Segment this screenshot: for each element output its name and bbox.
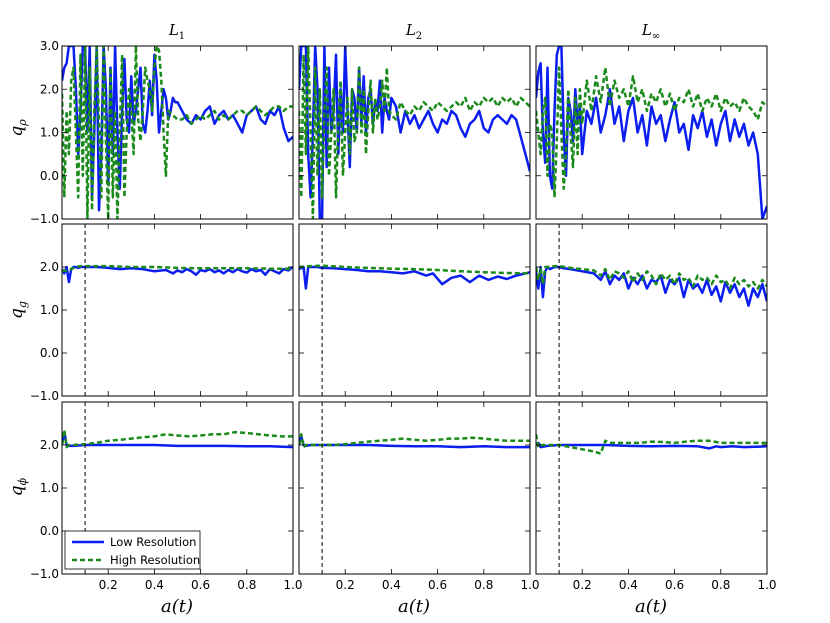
panel-frame xyxy=(61,223,294,397)
x-tick-label: 1.0 xyxy=(757,578,776,592)
series-line-low-resolution xyxy=(536,441,767,450)
x-axis-label-col2: a(t) xyxy=(398,596,430,617)
panel-q-rho-l1: −1.0 0.0 1.0 2.0 3.0 xyxy=(30,39,294,226)
series-line-high-resolution xyxy=(299,264,530,275)
series-line-low-resolution xyxy=(62,265,293,284)
x-tick-label: 0.2 xyxy=(573,578,592,592)
x-axis-label-col3: a(t) xyxy=(635,596,667,617)
plot-area xyxy=(299,46,530,219)
y-axis-label-q-phi: qϕ xyxy=(7,477,29,496)
y-tick-label: 2.0 xyxy=(40,438,59,452)
plot-area xyxy=(62,224,293,396)
column-title-linf: L∞ xyxy=(641,21,660,42)
series-line-high-resolution xyxy=(536,264,767,290)
x-tick-label: 0.8 xyxy=(237,578,256,592)
y-tick-label: 2.0 xyxy=(40,260,59,274)
legend: Low Resolution High Resolution xyxy=(64,530,201,570)
y-tick-label: 0.0 xyxy=(40,169,59,183)
x-tick-label: 0.6 xyxy=(665,578,684,592)
x-tick-label: 0.2 xyxy=(99,578,118,592)
x-tick-label: 0.8 xyxy=(711,578,730,592)
legend-label-high: High Resolution xyxy=(110,553,200,567)
plot-area xyxy=(62,46,293,219)
series-line-low-resolution xyxy=(62,46,293,212)
y-tick-label: 1.0 xyxy=(40,481,59,495)
x-tick-label: 0.6 xyxy=(191,578,210,592)
y-tick-label: 1.0 xyxy=(40,126,59,140)
column-title-l2: L2 xyxy=(405,21,422,42)
y-axis-label-q-g: qg xyxy=(7,301,29,319)
panel-frame xyxy=(298,401,531,575)
x-tick-label: 0.2 xyxy=(336,578,355,592)
panel-q-g-linf xyxy=(535,223,768,397)
x-tick-label: 1.0 xyxy=(283,578,302,592)
panel-frame xyxy=(535,223,768,397)
series-line-high-resolution xyxy=(299,46,530,219)
legend-frame xyxy=(64,530,201,570)
series-line-low-resolution xyxy=(536,265,767,307)
panel-frame xyxy=(298,223,531,397)
y-tick-label: −1.0 xyxy=(30,389,59,403)
panel-q-rho-linf xyxy=(535,45,768,220)
plot-area xyxy=(536,402,767,574)
series-line-low-resolution xyxy=(299,46,530,219)
panel-q-g-l2 xyxy=(298,223,531,397)
x-tick-label: 0.4 xyxy=(619,578,638,592)
series-line-high-resolution xyxy=(62,46,293,219)
y-tick-label: 1.0 xyxy=(40,303,59,317)
series-line-high-resolution xyxy=(62,264,293,273)
panel-q-phi-linf: 0.2 0.4 0.6 0.8 1.0 xyxy=(535,401,777,592)
x-tick-label: 1.0 xyxy=(520,578,539,592)
series-line-high-resolution xyxy=(536,66,767,199)
panel-q-g-l1: −1.0 0.0 1.0 2.0 xyxy=(30,223,294,403)
panel-q-rho-l2 xyxy=(298,45,531,220)
series-line-low-resolution xyxy=(299,435,530,449)
plot-area xyxy=(299,402,530,574)
x-tick-label: 0.6 xyxy=(428,578,447,592)
x-axis-label-col1: a(t) xyxy=(161,596,193,617)
plot-area xyxy=(536,46,767,219)
x-tick-label: 0.4 xyxy=(145,578,164,592)
x-tick-label: 0.8 xyxy=(474,578,493,592)
panel-grid: −1.0 0.0 1.0 2.0 3.0 −1.0 0.0 1.0 2.0 −1.0 0.0 1.0 2… xyxy=(30,39,777,592)
y-tick-label: −1.0 xyxy=(30,567,59,581)
panel-q-phi-l1: −1.0 0.0 1.0 2.0 0.2 0.4 0.6 0.8 1.0 xyxy=(30,401,303,592)
panel-q-phi-l2: 0.2 0.4 0.6 0.8 1.0 xyxy=(298,401,540,592)
y-tick-label: 0.0 xyxy=(40,346,59,360)
plot-area xyxy=(536,224,767,396)
x-tick-label: 0.4 xyxy=(382,578,401,592)
column-title-l1: L1 xyxy=(168,21,185,42)
legend-label-low: Low Resolution xyxy=(110,535,196,549)
panel-frame xyxy=(535,401,768,575)
y-axis-label-q-rho: qρ xyxy=(7,119,29,137)
col-title-var: L xyxy=(168,21,179,39)
y-tick-label: −1.0 xyxy=(30,212,59,226)
y-tick-label: 0.0 xyxy=(40,524,59,538)
series-line-low-resolution xyxy=(536,46,767,219)
y-tick-label: 3.0 xyxy=(40,39,59,53)
plot-area xyxy=(299,224,530,396)
y-tick-label: 2.0 xyxy=(40,82,59,96)
series-line-high-resolution xyxy=(62,428,293,449)
